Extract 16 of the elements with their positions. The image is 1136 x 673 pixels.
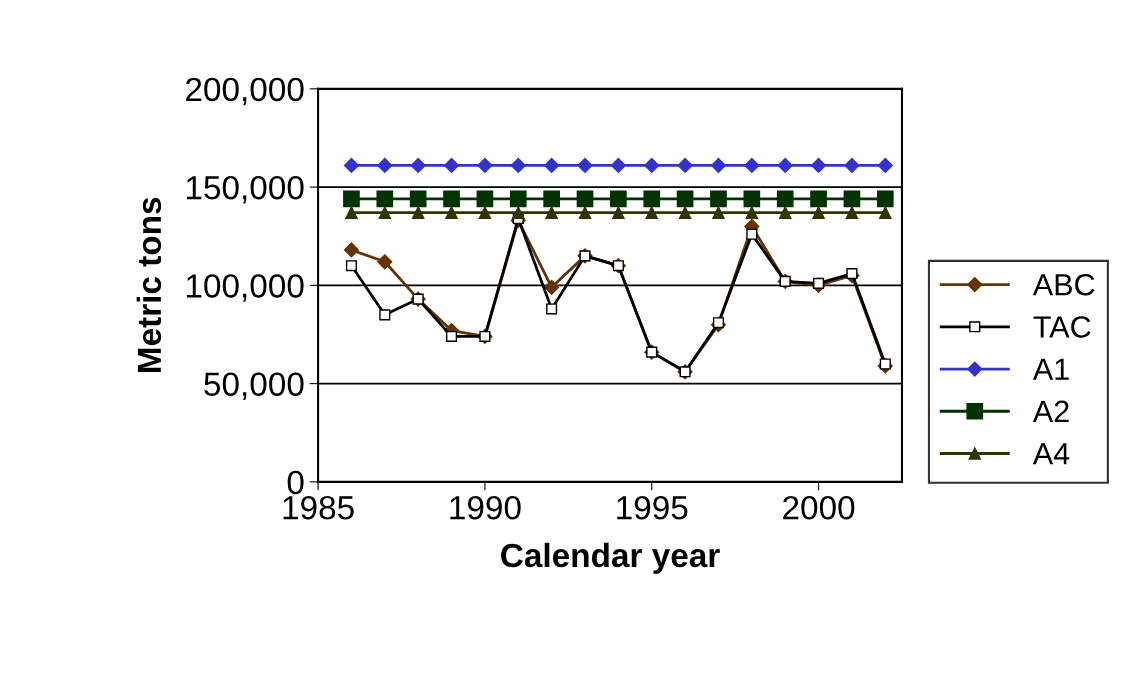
y-tick-label: 150,000 — [186, 175, 304, 204]
legend-label: A4 — [1032, 443, 1070, 465]
y-tick-label: 0 — [287, 470, 304, 495]
legend-label: A1 — [1032, 358, 1069, 380]
legend-label: TAC — [1033, 316, 1091, 338]
x-tick-label: 2000 — [783, 495, 855, 520]
x-tick-label: 1995 — [617, 495, 688, 520]
y-tick-label: 100,000 — [186, 274, 304, 302]
legend-label: ABC — [1032, 273, 1095, 296]
y-axis-title: Metric tons — [136, 197, 162, 373]
x-tick-label: 1990 — [450, 495, 521, 520]
legend-label: A2 — [1032, 400, 1069, 422]
y-tick-label: 50,000 — [204, 372, 304, 400]
y-tick-label: 200,000 — [186, 77, 304, 106]
x-axis-title: Calendar year — [501, 542, 720, 574]
x-tick-label: 1985 — [283, 495, 354, 520]
